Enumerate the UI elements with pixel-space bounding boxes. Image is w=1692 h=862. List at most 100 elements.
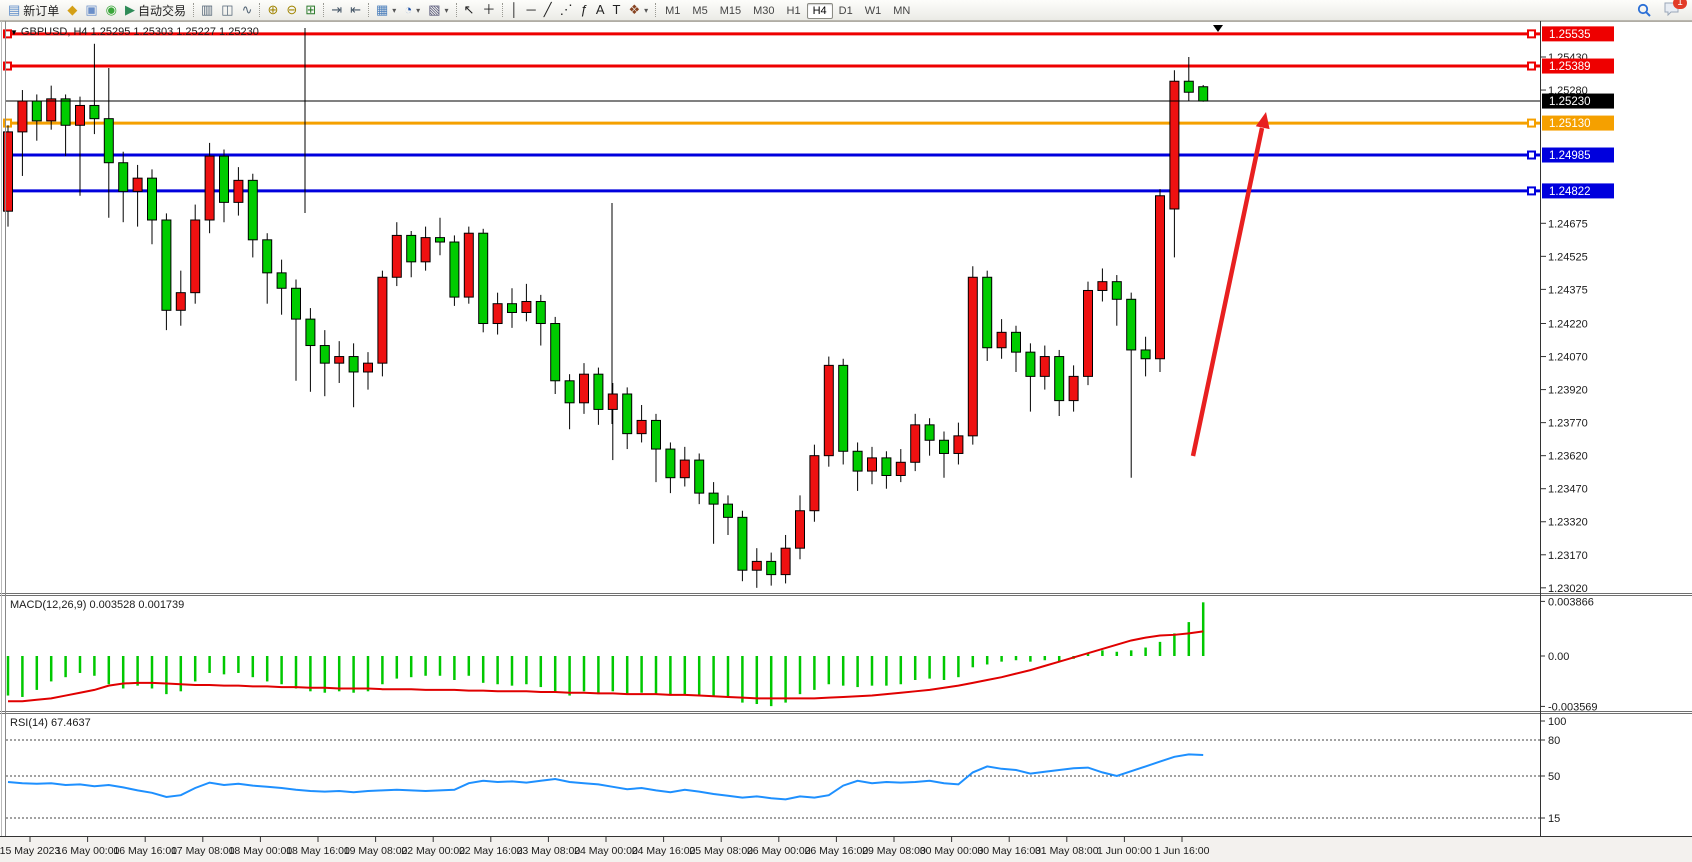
candle-body [881,457,892,476]
timeframe-m1-button[interactable]: M1 [665,5,681,17]
line-handle[interactable] [1527,150,1536,160]
candle-body [593,373,604,410]
trendline-icon: ╱ [543,2,552,17]
vline-icon: │ [510,2,519,17]
periods-icon: ◔ [404,2,413,17]
market-watch-button[interactable]: ◆ [63,0,81,20]
market-watch-icon: ◆ [67,2,78,17]
candle-body [579,373,589,404]
fibo-button[interactable]: ƒ [577,0,592,20]
candle-body [46,98,57,122]
label-button[interactable]: T [609,0,625,20]
annotations[interactable] [1190,25,1270,457]
new-order-icon: ▤ [8,2,21,17]
notifications-icon[interactable]: 1 [1664,0,1687,19]
bars-chart-icon: ▥ [200,2,214,17]
svg-text:1.24375: 1.24375 [1548,284,1588,296]
svg-text:1.24675: 1.24675 [1548,218,1588,230]
candle-body [1083,289,1093,377]
templates-button[interactable]: ▧ ▾ [424,0,452,20]
price-badge [1542,93,1614,109]
navigator-button[interactable]: ▣ [81,0,101,20]
candle-body [967,276,978,437]
svg-text:-0.003569: -0.003569 [1548,701,1598,713]
timeframe-mn-button[interactable]: MN [893,5,911,17]
timeframe-h1-button[interactable]: H1 [786,5,801,17]
candle-body [262,239,273,274]
chevron-down-icon: ▾ [644,5,649,15]
candle-body [953,435,964,454]
chart-shift-marker[interactable] [1213,25,1223,32]
candle-body [1025,351,1036,377]
chevron-down-icon: ▾ [416,5,421,15]
line-handle[interactable] [1527,61,1536,71]
periods-button[interactable]: ◔ ▾ [400,0,424,20]
autotrading-button[interactable]: ▶ 自动交易 [121,0,190,20]
line-chart-button[interactable]: ∿ [238,0,257,20]
line-handle[interactable] [1527,186,1536,196]
candle-body [795,510,805,549]
timeframe-h4-button[interactable]: H4 [806,3,833,19]
toolbar-right-group: 1 [1633,0,1688,20]
price-axis: 1.254301.252801.246751.245251.243751.242… [1540,52,1588,595]
hline-icon: ─ [526,2,536,17]
timeframe-d1-button[interactable]: D1 [838,5,853,17]
horizontal-level-lines[interactable] [3,29,1540,196]
candle-body [694,459,705,494]
new-order-button[interactable]: ▤ 新订单 [4,0,63,20]
candle-body [636,419,647,435]
hline-button[interactable]: ─ [523,0,540,20]
candle-body [564,380,575,404]
indicators-button[interactable]: ▦ ▾ [372,0,400,20]
candle-body [924,424,935,441]
macd-panel[interactable] [6,602,1205,707]
candles-chart-button[interactable]: ◫ [217,0,237,20]
line-handle[interactable] [1527,118,1536,128]
timeframe-w1-button[interactable]: W1 [864,5,882,17]
bars-chart-button[interactable]: ▥ [197,0,217,20]
panel-frame [0,21,1692,837]
candle-body [247,179,258,241]
svg-text:30 May 00:00: 30 May 00:00 [920,845,984,857]
cursor-button[interactable]: ↖ [460,0,479,20]
trend-arrow-shaft[interactable] [1190,127,1265,457]
indicator-axes: 0.003866 0.00 -0.003569 100 80 50 15 [1540,596,1598,825]
auto-scroll-button[interactable]: ⇥ [327,0,346,20]
tile-windows-button[interactable]: ⊞ [301,0,320,20]
svg-text:18 May 00:00: 18 May 00:00 [229,845,293,857]
timeframe-m30-button[interactable]: M30 [753,5,775,17]
vline-button[interactable]: │ [506,0,522,20]
arrows-icon: ❖ [628,2,641,17]
candle-body [363,362,373,373]
line-handle[interactable] [3,61,12,71]
text-button[interactable]: A [592,0,609,20]
zoom-in-button[interactable]: ⊕ [263,0,282,20]
svg-text:18 May 16:00: 18 May 16:00 [286,845,350,857]
svg-text:1 Jun 16:00: 1 Jun 16:00 [1155,845,1210,857]
candle-body [233,179,244,203]
svg-text:30 May 16:00: 30 May 16:00 [977,845,1041,857]
arrows-button[interactable]: ❖ ▾ [624,0,652,20]
crosshair-button[interactable]: ＋ [478,0,499,20]
rsi-panel[interactable] [6,739,1540,819]
line-handle[interactable] [1527,29,1536,39]
zoom-out-button[interactable]: ⊖ [282,0,301,20]
tile-windows-icon: ⊞ [305,2,317,17]
candle-body [679,459,690,479]
candle-body [939,439,949,454]
search-icon[interactable] [1633,0,1656,20]
trendline-button[interactable]: ╱ [540,0,556,20]
timeframe-m15-button[interactable]: M15 [719,5,742,17]
candles-layer[interactable] [3,43,1209,588]
line-handle[interactable] [3,29,12,39]
signals-button[interactable]: ◉ [102,0,121,20]
navigator-icon: ▣ [85,2,98,17]
channel-button[interactable]: ⋰ [556,0,577,20]
svg-text:29 May 08:00: 29 May 08:00 [862,845,926,857]
chart-title-text: GBPUSD, H4 1.25295 1.25303 1.25227 1.252… [20,26,259,38]
timeframe-m5-button[interactable]: M5 [692,5,708,17]
chart-shift-button[interactable]: ⇤ [346,0,365,20]
candle-body [348,356,359,373]
